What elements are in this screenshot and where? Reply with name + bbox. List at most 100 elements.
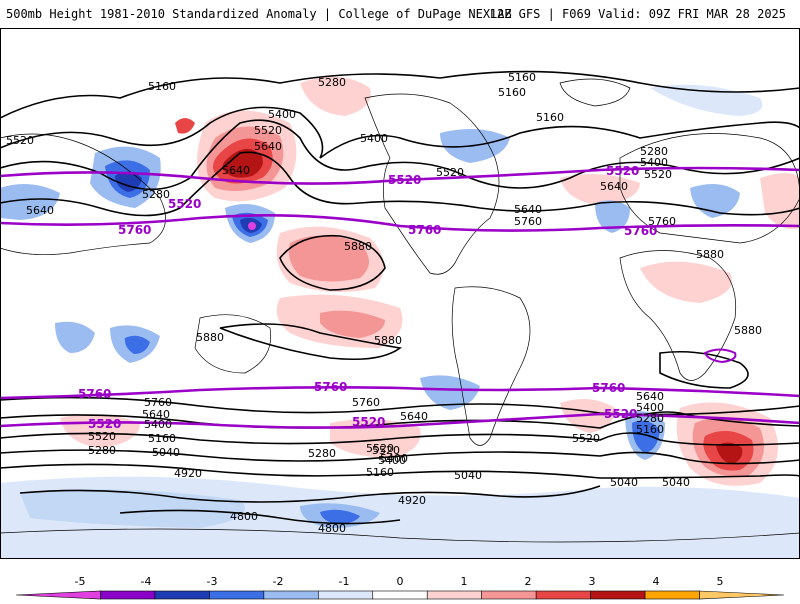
contour-label: 5880	[734, 324, 762, 337]
contour-label: 5520	[644, 168, 672, 181]
north-america-outline	[364, 93, 500, 275]
contour-label: 5640	[636, 390, 664, 403]
contour-line	[0, 151, 800, 217]
contour-label: 5640	[142, 408, 170, 421]
contour-label: 5280	[640, 145, 668, 158]
strong-negative-anomaly-core	[248, 222, 256, 230]
contour-label: 5160	[498, 86, 526, 99]
height-contours	[0, 70, 800, 525]
colorbar-swatch	[15, 590, 101, 600]
contour-label: 5640	[222, 164, 250, 177]
contour-line	[219, 323, 402, 361]
contour-label: 4800	[318, 522, 346, 535]
positive-anomaly-region	[320, 310, 385, 338]
climatology-line	[703, 348, 737, 364]
climatology-label: 5520	[388, 173, 421, 187]
contour-label: 5280	[318, 76, 346, 89]
contour-label: 5880	[344, 240, 372, 253]
contour-line	[0, 411, 800, 429]
contour-label: 5160	[366, 466, 394, 479]
anomaly-map: 5160 5280 5160 5160 5160 5520 5400 5520 …	[0, 28, 800, 559]
contour-label: 5880	[196, 331, 224, 344]
contour-label: 5160	[148, 80, 176, 93]
australia-outline	[194, 314, 272, 374]
contour-label: 5520	[6, 134, 34, 147]
negative-anomaly-region	[320, 509, 360, 524]
climatology-label: 5520	[88, 417, 121, 431]
positive-anomaly-region	[222, 148, 263, 178]
colorbar: -5 -4 -3 -2 -1 0 1 2 3 4 5	[0, 563, 800, 600]
positive-anomaly-region	[300, 76, 371, 116]
contour-label: 5400	[636, 401, 664, 414]
positive-anomaly-region	[175, 118, 195, 134]
contour-line	[119, 509, 401, 525]
climatology-label: 5520	[604, 407, 637, 421]
colorbar-tick-label: 1	[461, 575, 468, 588]
colorbar-swatch	[535, 590, 591, 600]
climatology-line	[0, 386, 800, 400]
positive-anomaly-region	[760, 173, 800, 229]
colorbar-svg: -5 -4 -3 -2 -1 0 1 2 3 4 5	[15, 575, 785, 600]
antarctica-outline	[0, 528, 800, 543]
contour-label: 5400	[144, 418, 172, 431]
south-america-outline	[451, 286, 531, 446]
contour-label: 5520	[366, 442, 394, 455]
contour-label: 5280	[636, 412, 664, 425]
climatology-label: 5760	[118, 223, 151, 237]
colorbar-swatch	[154, 590, 210, 600]
colorbar-swatch	[372, 590, 428, 600]
colorbar-swatch	[100, 590, 156, 600]
anomaly-shading	[0, 76, 800, 559]
map-title: 500mb Height 1981-2010 Standardized Anom…	[6, 7, 512, 21]
contour-label: 5520	[436, 166, 464, 179]
colorbar-swatches	[15, 590, 785, 600]
contour-label: 4920	[174, 467, 202, 480]
colorbar-tick-label: 5	[717, 575, 724, 588]
contour-label-group: 5160 5280 5160 5160 5160 5520 5400 5520 …	[6, 71, 762, 535]
header: 500mb Height 1981-2010 Standardized Anom…	[0, 0, 800, 28]
contour-label: 4800	[230, 510, 258, 523]
europe-asia-outline	[619, 133, 800, 244]
colorbar-swatch	[318, 590, 374, 600]
negative-anomaly-region	[632, 420, 660, 453]
contour-label: 5640	[26, 204, 54, 217]
contour-label: 5160	[636, 423, 664, 436]
contour-line	[279, 234, 386, 291]
colorbar-tick-label: -1	[339, 575, 350, 588]
contour-label: 5160	[536, 111, 564, 124]
contour-line	[0, 432, 800, 446]
negative-anomaly-region	[55, 321, 95, 353]
contour-label: 5520	[572, 432, 600, 445]
climatology-line	[0, 412, 800, 429]
positive-anomaly-region	[716, 442, 743, 464]
colorbar-swatch	[590, 590, 646, 600]
climatology-label-group: 5520 5520 5520 5520 5760 5760 5760 5760 …	[78, 164, 657, 431]
climatology-line	[0, 166, 800, 185]
contour-label: 5520	[372, 444, 400, 457]
contour-label: 4920	[398, 494, 426, 507]
contour-label: 5760	[648, 215, 676, 228]
colorbar-tick-label: -2	[273, 575, 284, 588]
contour-label: 5880	[696, 248, 724, 261]
negative-anomaly-region	[420, 375, 480, 410]
contour-label: 5640	[400, 410, 428, 423]
climatology-label: 5520	[606, 164, 639, 178]
contour-label: 5640	[600, 180, 628, 193]
contour-line	[0, 119, 800, 191]
contour-label: 5640	[254, 140, 282, 153]
colorbar-tick-label: -5	[75, 575, 86, 588]
contour-label: 5760	[144, 396, 172, 409]
contour-label: 5400	[378, 454, 406, 467]
contour-label: 5400	[640, 156, 668, 169]
climatology-label: 5760	[314, 380, 347, 394]
contour-line	[0, 463, 800, 479]
colorbar-tick-label: 3	[589, 575, 596, 588]
colorbar-ticks: -5 -4 -3 -2 -1 0 1 2 3 4 5	[75, 575, 724, 588]
contour-label: 5400	[268, 108, 296, 121]
model-run-info: 12Z GFS | F069 Valid: 09Z FRI MAR 28 202…	[489, 7, 786, 21]
climatology-label: 5760	[408, 223, 441, 237]
contour-label: 5880	[374, 334, 402, 347]
colorbar-tick-label: 0	[397, 575, 404, 588]
colorbar-swatch	[209, 590, 265, 600]
contour-label: 5520	[88, 430, 116, 443]
